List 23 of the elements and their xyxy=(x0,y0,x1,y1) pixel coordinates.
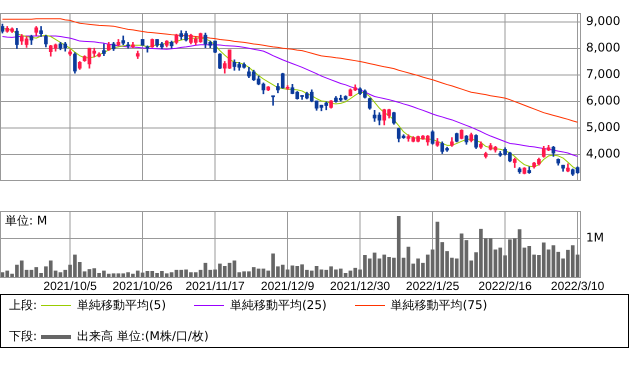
x-tick-label: 2022/1/25 xyxy=(406,279,460,294)
y-tick-label: 7,000 xyxy=(586,67,620,82)
x-tick-label: 2021/12/30 xyxy=(330,279,390,294)
x-tick-label: 2022/3/10 xyxy=(550,279,605,294)
legend-label: 単純移動平均(25) xyxy=(230,298,327,313)
legend-title: 上段: xyxy=(9,298,38,313)
x-tick-label: 2021/11/17 xyxy=(185,279,245,294)
y-tick-label: 8,000 xyxy=(586,40,620,55)
y-tick-label: 9,000 xyxy=(586,14,620,28)
candlestick xyxy=(140,39,144,46)
x-tick-label: 2021/10/5 xyxy=(43,279,98,294)
x-tick-label: 2021/12/9 xyxy=(260,279,315,294)
y-tick-label: 5,000 xyxy=(586,120,620,134)
y-tick-label: 4,000 xyxy=(586,146,620,161)
legend-title: 下段: xyxy=(9,329,38,344)
legend-label: 単純移動平均(75) xyxy=(390,298,488,313)
legend-label: 出来高 単位:(M株/口/枚) xyxy=(77,329,209,344)
y-axis-title: 単位: M xyxy=(5,213,48,228)
x-tick-label: 2022/2/16 xyxy=(478,279,532,294)
y-tick-label: 1M xyxy=(586,230,604,245)
y-tick-label: 6,000 xyxy=(586,94,620,108)
x-tick-label: 2021/10/26 xyxy=(112,279,173,294)
legend-label: 単純移動平均(5) xyxy=(77,298,166,313)
